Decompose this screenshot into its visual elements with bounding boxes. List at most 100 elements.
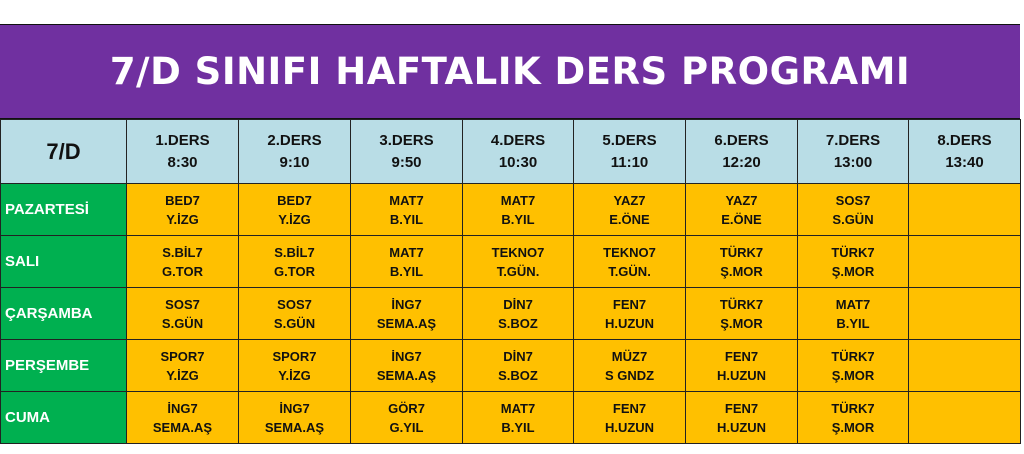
lesson-teacher: S.BOZ bbox=[498, 315, 538, 331]
header-row: 7/D 1.DERS 8:30 2.DERS 9:10 3.DERS 9:50 4.DERS… bbox=[0, 119, 1021, 184]
lesson-course: TÜRK7 bbox=[831, 348, 875, 364]
timetable: 7/D 1.DERS 8:30 2.DERS 9:10 3.DERS 9:50 4.DERS… bbox=[0, 119, 1021, 444]
period-name: 3.DERS bbox=[379, 131, 434, 149]
lesson-teacher: G.YIL bbox=[389, 419, 424, 435]
lesson-course: TEKNO7 bbox=[491, 244, 545, 260]
lesson-teacher: Ş.MOR bbox=[720, 263, 763, 279]
lesson-teacher: G.TOR bbox=[162, 263, 203, 279]
lesson-teacher: B.YIL bbox=[389, 263, 424, 279]
period-name: 4.DERS bbox=[490, 131, 546, 149]
lesson-cell: TEKNO7 T.GÜN. bbox=[462, 235, 574, 288]
lesson-course: TÜRK7 bbox=[831, 400, 875, 416]
period-time: 9:10 bbox=[279, 153, 310, 171]
lesson-teacher: SEMA.AŞ bbox=[376, 367, 437, 383]
period-header: 8.DERS 13:40 bbox=[908, 119, 1021, 184]
lesson-course: FEN7 bbox=[724, 400, 759, 416]
day-label: ÇARŞAMBA bbox=[0, 287, 127, 340]
lesson-cell: TÜRK7 Ş.MOR bbox=[797, 235, 909, 288]
day-row: PERŞEMBE SPOR7 Y.İZG SPOR7 Y.İZG İNG7 SEMA.AŞ D… bbox=[0, 339, 1021, 392]
lesson-cell: TÜRK7 Ş.MOR bbox=[685, 235, 798, 288]
lesson-teacher: S GNDZ bbox=[604, 367, 655, 383]
lesson-cell: YAZ7 E.ÖNE bbox=[573, 183, 686, 236]
lesson-cell: SPOR7 Y.İZG bbox=[126, 339, 239, 392]
lesson-teacher: G.TOR bbox=[274, 263, 315, 279]
lesson-teacher: Y.İZG bbox=[166, 211, 199, 227]
period-header: 4.DERS 10:30 bbox=[462, 119, 574, 184]
lesson-cell: FEN7 H.UZUN bbox=[573, 287, 686, 340]
lesson-teacher: H.UZUN bbox=[604, 315, 655, 331]
lesson-course: İNG7 bbox=[279, 400, 310, 416]
lesson-course: TEKNO7 bbox=[603, 244, 656, 260]
lesson-course: MÜZ7 bbox=[611, 348, 648, 364]
lesson-teacher: B.YIL bbox=[389, 211, 424, 227]
lesson-course: MAT7 bbox=[835, 296, 871, 312]
period-name: 8.DERS bbox=[937, 131, 992, 149]
period-time: 10:30 bbox=[498, 153, 538, 171]
lesson-teacher: Ş.MOR bbox=[831, 419, 875, 435]
lesson-course: GÖR7 bbox=[388, 400, 425, 416]
lesson-teacher: E.ÖNE bbox=[609, 211, 650, 227]
lesson-cell: SOS7 S.GÜN bbox=[238, 287, 351, 340]
day-label: SALI bbox=[0, 235, 127, 288]
lesson-teacher: B.YIL bbox=[501, 419, 535, 435]
lesson-cell: S.BİL7 G.TOR bbox=[238, 235, 351, 288]
lesson-course: S.BİL7 bbox=[162, 244, 203, 260]
day-row: SALI S.BİL7 G.TOR S.BİL7 G.TOR MAT7 B.YIL TEKNO… bbox=[0, 235, 1021, 288]
lesson-cell: BED7 Y.İZG bbox=[126, 183, 239, 236]
lesson-teacher: T.GÜN. bbox=[496, 263, 540, 279]
schedule-body: PAZARTESİ BED7 Y.İZG BED7 Y.İZG MAT7 B.YIL MAT7… bbox=[0, 183, 1021, 444]
period-header: 6.DERS 12:20 bbox=[685, 119, 798, 184]
lesson-course: FEN7 bbox=[724, 348, 759, 364]
period-time: 13:40 bbox=[945, 153, 984, 171]
lesson-cell: YAZ7 E.ÖNE bbox=[685, 183, 798, 236]
lesson-teacher: S.GÜN bbox=[161, 315, 204, 331]
lesson-cell: FEN7 H.UZUN bbox=[685, 339, 798, 392]
title-banner: 7/D SINIFI HAFTALIK DERS PROGRAMI bbox=[0, 25, 1020, 119]
lesson-cell: TÜRK7 Ş.MOR bbox=[797, 391, 909, 444]
lesson-cell: MAT7 B.YIL bbox=[462, 391, 574, 444]
lesson-teacher: Ş.MOR bbox=[720, 315, 763, 331]
lesson-cell: İNG7 SEMA.AŞ bbox=[238, 391, 351, 444]
period-name: 2.DERS bbox=[267, 131, 322, 149]
lesson-course: İNG7 bbox=[391, 296, 422, 312]
lesson-cell: FEN7 H.UZUN bbox=[685, 391, 798, 444]
lesson-teacher: E.ÖNE bbox=[721, 211, 762, 227]
lesson-cell bbox=[908, 235, 1021, 288]
period-name: 6.DERS bbox=[714, 131, 769, 149]
lesson-cell: DİN7 S.BOZ bbox=[462, 339, 574, 392]
lesson-teacher: H.UZUN bbox=[604, 419, 655, 435]
period-header: 5.DERS 11:10 bbox=[573, 119, 686, 184]
period-time: 11:10 bbox=[610, 153, 649, 171]
lesson-cell: S.BİL7 G.TOR bbox=[126, 235, 239, 288]
lesson-cell: FEN7 H.UZUN bbox=[573, 391, 686, 444]
lesson-teacher: Ş.MOR bbox=[831, 367, 875, 383]
period-header: 1.DERS 8:30 bbox=[126, 119, 239, 184]
period-time: 12:20 bbox=[722, 153, 761, 171]
class-label: 7/D bbox=[0, 119, 127, 184]
lesson-cell: İNG7 SEMA.AŞ bbox=[350, 339, 463, 392]
lesson-course: MAT7 bbox=[389, 192, 424, 208]
lesson-cell: DİN7 S.BOZ bbox=[462, 287, 574, 340]
period-time: 13:00 bbox=[833, 153, 873, 171]
lesson-teacher: S.GÜN bbox=[832, 211, 874, 227]
period-header: 3.DERS 9:50 bbox=[350, 119, 463, 184]
lesson-course: SPOR7 bbox=[160, 348, 205, 364]
lesson-cell bbox=[908, 339, 1021, 392]
lesson-teacher: B.YIL bbox=[836, 315, 870, 331]
lesson-cell: MAT7 B.YIL bbox=[462, 183, 574, 236]
lesson-course: FEN7 bbox=[612, 296, 647, 312]
day-row: ÇARŞAMBA SOS7 S.GÜN SOS7 S.GÜN İNG7 SEMA.AŞ DİN… bbox=[0, 287, 1021, 340]
lesson-course: YAZ7 bbox=[725, 192, 758, 208]
lesson-course: BED7 bbox=[165, 192, 200, 208]
lesson-course: MAT7 bbox=[500, 192, 536, 208]
lesson-teacher: SEMA.AŞ bbox=[264, 419, 325, 435]
lesson-course: YAZ7 bbox=[613, 192, 646, 208]
lesson-course: DİN7 bbox=[503, 348, 533, 364]
lesson-course: BED7 bbox=[277, 192, 312, 208]
lesson-teacher: Y.İZG bbox=[278, 211, 311, 227]
lesson-cell: MAT7 B.YIL bbox=[350, 235, 463, 288]
lesson-teacher: Y.İZG bbox=[278, 367, 311, 383]
lesson-teacher: SEMA.AŞ bbox=[376, 315, 437, 331]
day-label: PERŞEMBE bbox=[0, 339, 127, 392]
lesson-cell: SPOR7 Y.İZG bbox=[238, 339, 351, 392]
